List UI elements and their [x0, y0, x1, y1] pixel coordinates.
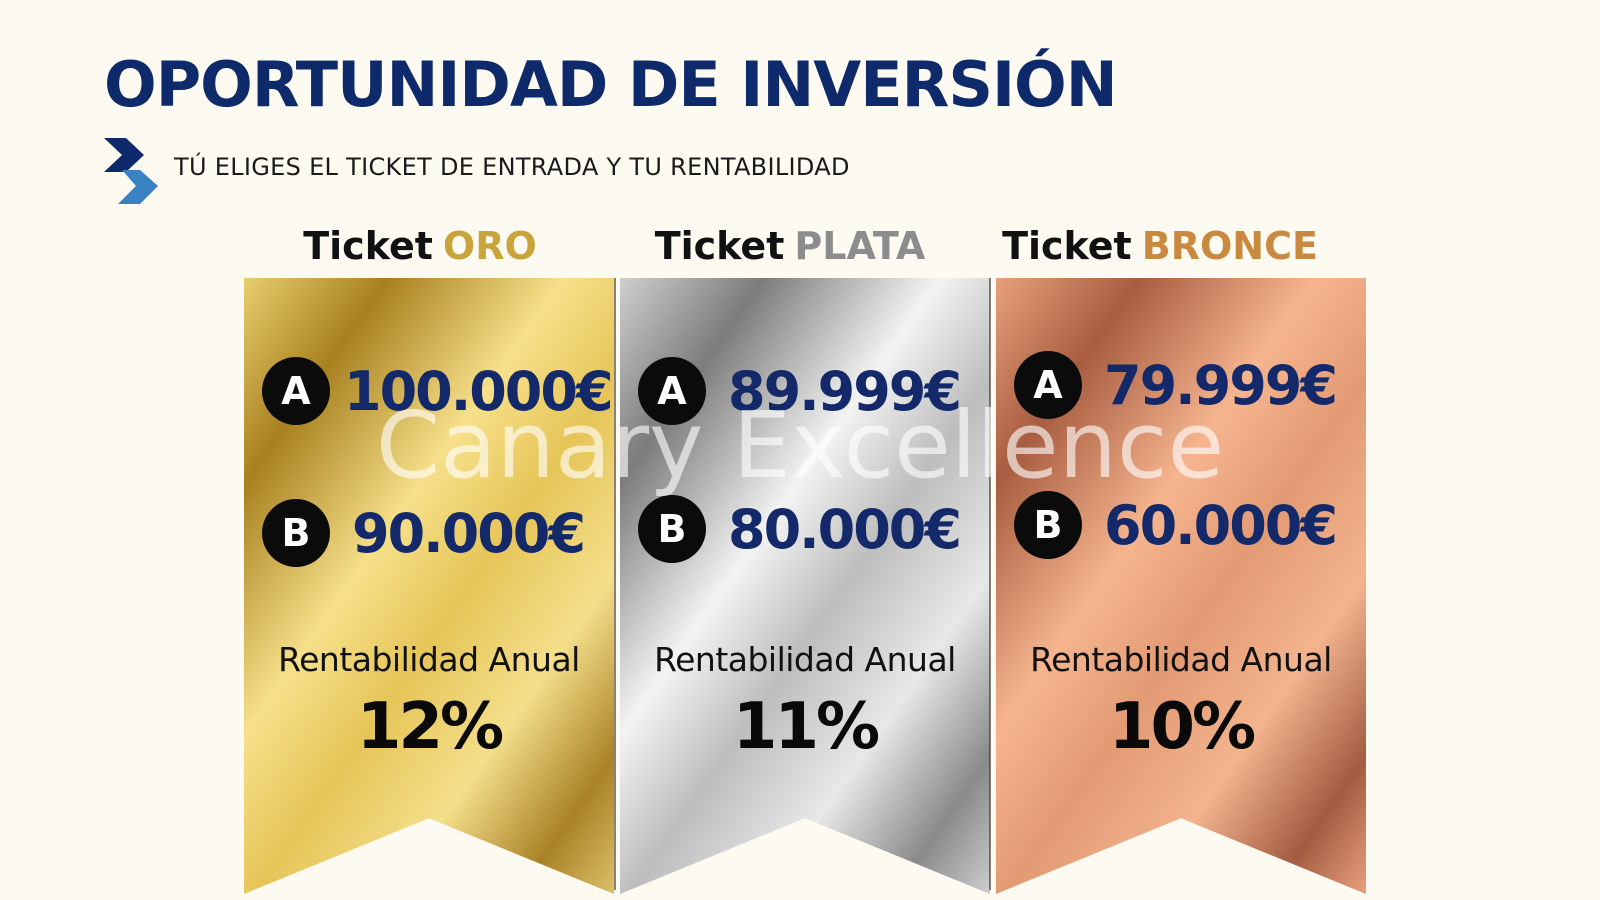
- rent-value: 12%: [356, 690, 504, 764]
- ticket-prefix: Ticket: [303, 224, 433, 268]
- option-b-row: B 80.000€: [620, 494, 990, 564]
- rent-label: Rentabilidad Anual: [278, 640, 580, 679]
- amount-a: 100.000€: [344, 359, 614, 423]
- option-a-row: A 89.999€: [620, 356, 990, 426]
- ribbon-divider: [614, 278, 616, 890]
- amount-b: 90.000€: [352, 501, 586, 565]
- option-b-row: B 90.000€: [244, 498, 614, 568]
- ticket-header-oro: Ticket ORO: [220, 224, 620, 268]
- badge-b: B: [262, 499, 330, 567]
- amount-b: 80.000€: [728, 497, 962, 561]
- ticket-ribbon-oro: A 100.000€ B 90.000€ Rentabilidad Anual …: [244, 278, 614, 894]
- ribbon-divider: [989, 278, 991, 890]
- option-a-row: A 100.000€: [244, 356, 614, 426]
- ticket-ribbon-plata: A 89.999€ B 80.000€ Rentabilidad Anual 1…: [620, 278, 990, 894]
- badge-a: A: [1014, 351, 1082, 419]
- badge-b: B: [1014, 491, 1082, 559]
- badge-a: A: [262, 357, 330, 425]
- ticket-level-plata: PLATA: [794, 224, 926, 268]
- amount-b: 60.000€: [1104, 493, 1338, 557]
- rent-label: Rentabilidad Anual: [1030, 640, 1332, 679]
- rent-value: 10%: [1108, 690, 1256, 764]
- ticket-ribbon-bronce: A 79.999€ B 60.000€ Rentabilidad Anual 1…: [996, 278, 1366, 894]
- option-a-row: A 79.999€: [996, 350, 1366, 420]
- page-subtitle: TÚ ELIGES EL TICKET DE ENTRADA Y TU RENT…: [174, 153, 850, 181]
- rent-value: 11%: [732, 690, 880, 764]
- badge-b: B: [638, 495, 706, 563]
- amount-a: 79.999€: [1104, 353, 1338, 417]
- option-b-row: B 60.000€: [996, 490, 1366, 560]
- ticket-header-bronce: Ticket BRONCE: [960, 224, 1360, 268]
- ticket-level-bronce: BRONCE: [1141, 224, 1318, 268]
- page-title: OPORTUNIDAD DE INVERSIÓN: [104, 48, 1118, 121]
- ticket-prefix: Ticket: [654, 224, 785, 268]
- badge-a: A: [638, 357, 706, 425]
- double-chevron-icon: [104, 138, 158, 204]
- ticket-level-oro: ORO: [442, 224, 537, 268]
- ticket-prefix: Ticket: [1002, 224, 1132, 268]
- amount-a: 89.999€: [728, 359, 962, 423]
- ticket-header-plata: Ticket PLATA: [590, 224, 990, 268]
- rent-label: Rentabilidad Anual: [654, 640, 956, 679]
